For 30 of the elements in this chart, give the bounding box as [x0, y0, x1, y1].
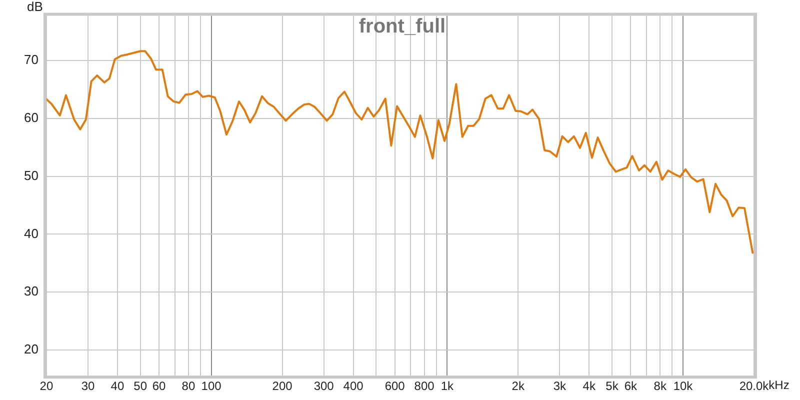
x-axis-title: kHz — [768, 378, 790, 392]
x-tick-label: 60 — [152, 379, 166, 394]
x-tick-label: 30 — [81, 379, 95, 394]
x-tick-label: 600 — [384, 379, 406, 394]
x-tick-label: 6k — [624, 379, 638, 394]
y-tick-label: 50 — [24, 168, 38, 183]
x-tick-label: 50 — [134, 379, 148, 394]
x-tick-label: 4k — [582, 379, 596, 394]
chart-title: front_full — [358, 15, 446, 38]
x-tick-label: 5k — [606, 379, 620, 394]
x-tick-label: 2k — [512, 379, 526, 394]
x-tick-label: 3k — [553, 379, 568, 394]
x-tick-label: 40 — [110, 379, 124, 394]
x-tick-label: 80 — [182, 379, 196, 394]
x-tick-label: 200 — [272, 379, 293, 394]
x-tick-label: 100 — [201, 379, 222, 394]
x-tick-label: 800 — [414, 379, 435, 394]
x-tick-label: 8k — [654, 379, 668, 394]
y-tick-label: 40 — [24, 226, 38, 241]
y-tick-label: 60 — [24, 110, 38, 125]
x-tick-label: 400 — [343, 379, 364, 394]
y-tick-label: 20 — [24, 342, 38, 357]
x-tick-label: 20 — [40, 379, 54, 394]
y-tick-label: 70 — [24, 52, 38, 67]
y-axis-title: dB — [27, 0, 43, 14]
x-tick-label: 300 — [314, 379, 334, 394]
x-tick-label: 10k — [673, 379, 694, 394]
x-tick-label: 20.0k — [739, 379, 770, 394]
x-tick-label: 1k — [440, 379, 454, 394]
y-tick-label: 30 — [24, 284, 38, 299]
